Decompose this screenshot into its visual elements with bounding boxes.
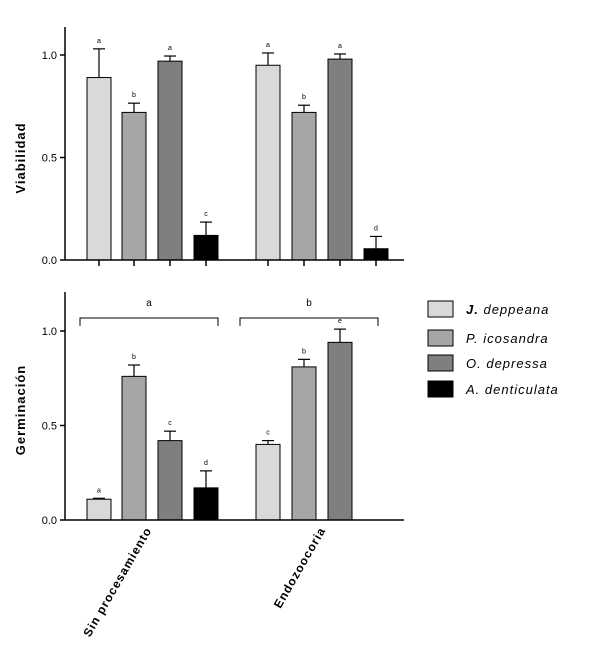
significance-letter: a bbox=[338, 43, 342, 50]
group-bracket bbox=[239, 317, 379, 326]
bar bbox=[327, 58, 353, 261]
bar bbox=[363, 248, 389, 261]
x-category-endozoocoria: Endozoocoria bbox=[271, 525, 329, 611]
significance-letter: b bbox=[132, 92, 136, 99]
significance-letter: c bbox=[168, 420, 172, 427]
legend-swatch bbox=[427, 329, 454, 347]
group-bracket bbox=[79, 317, 219, 326]
significance-letter: a bbox=[266, 42, 270, 49]
significance-letter: d bbox=[374, 225, 378, 232]
legend-entry: A. denticulata bbox=[465, 382, 559, 397]
significance-letter: b bbox=[132, 354, 136, 361]
significance-letter: c bbox=[204, 211, 208, 218]
y-tick-label: 0.0 bbox=[42, 255, 57, 267]
bar bbox=[157, 440, 183, 521]
legend: J. deppeana P. icosandra O. depressa A. den… bbox=[427, 300, 559, 398]
bar bbox=[86, 77, 112, 261]
bar bbox=[86, 498, 112, 521]
significance-letter: a bbox=[97, 38, 101, 45]
significance-letter: d bbox=[204, 460, 208, 467]
group-letter: a bbox=[146, 298, 152, 309]
legend-swatch bbox=[427, 354, 454, 372]
viability-chart: Viabilidad 0.0 0.5 1.0 a a b b a a c d bbox=[13, 27, 404, 267]
x-category-sin-procesamiento: Sin procesamiento bbox=[80, 525, 154, 640]
bar bbox=[291, 111, 317, 261]
bar bbox=[327, 341, 353, 521]
bar bbox=[121, 375, 147, 521]
significance-letter: a bbox=[168, 45, 172, 52]
legend-entry: J. deppeana bbox=[466, 302, 549, 317]
bar bbox=[157, 60, 183, 261]
legend-entry: O. depressa bbox=[466, 356, 548, 371]
y-tick-label: 0.0 bbox=[42, 515, 57, 527]
bar bbox=[193, 487, 219, 521]
bar bbox=[121, 111, 147, 261]
significance-letter: b bbox=[302, 94, 306, 101]
legend-swatch bbox=[427, 300, 454, 318]
significance-letter: b bbox=[302, 348, 306, 355]
bar bbox=[255, 443, 281, 521]
y-tick-label: 1.0 bbox=[42, 50, 57, 62]
germination-chart: Germinación 0.0 0.5 1.0 a c b b c e d a b Sin pro… bbox=[13, 292, 404, 639]
significance-letter: e bbox=[338, 318, 342, 325]
significance-letter: a bbox=[97, 487, 101, 494]
y-tick-label: 0.5 bbox=[42, 153, 57, 165]
legend-swatch bbox=[427, 380, 454, 398]
bar bbox=[291, 366, 317, 521]
group-letter: b bbox=[306, 298, 312, 309]
y-axis-title-germinacion: Germinación bbox=[13, 365, 28, 455]
legend-entry: P. icosandra bbox=[466, 331, 549, 346]
y-tick-label: 0.5 bbox=[42, 421, 57, 433]
significance-letter: c bbox=[266, 430, 270, 437]
y-tick-label: 1.0 bbox=[42, 326, 57, 338]
y-axis-title-viabilidad: Viabilidad bbox=[13, 122, 28, 193]
bar bbox=[193, 234, 219, 261]
bar bbox=[255, 64, 281, 261]
